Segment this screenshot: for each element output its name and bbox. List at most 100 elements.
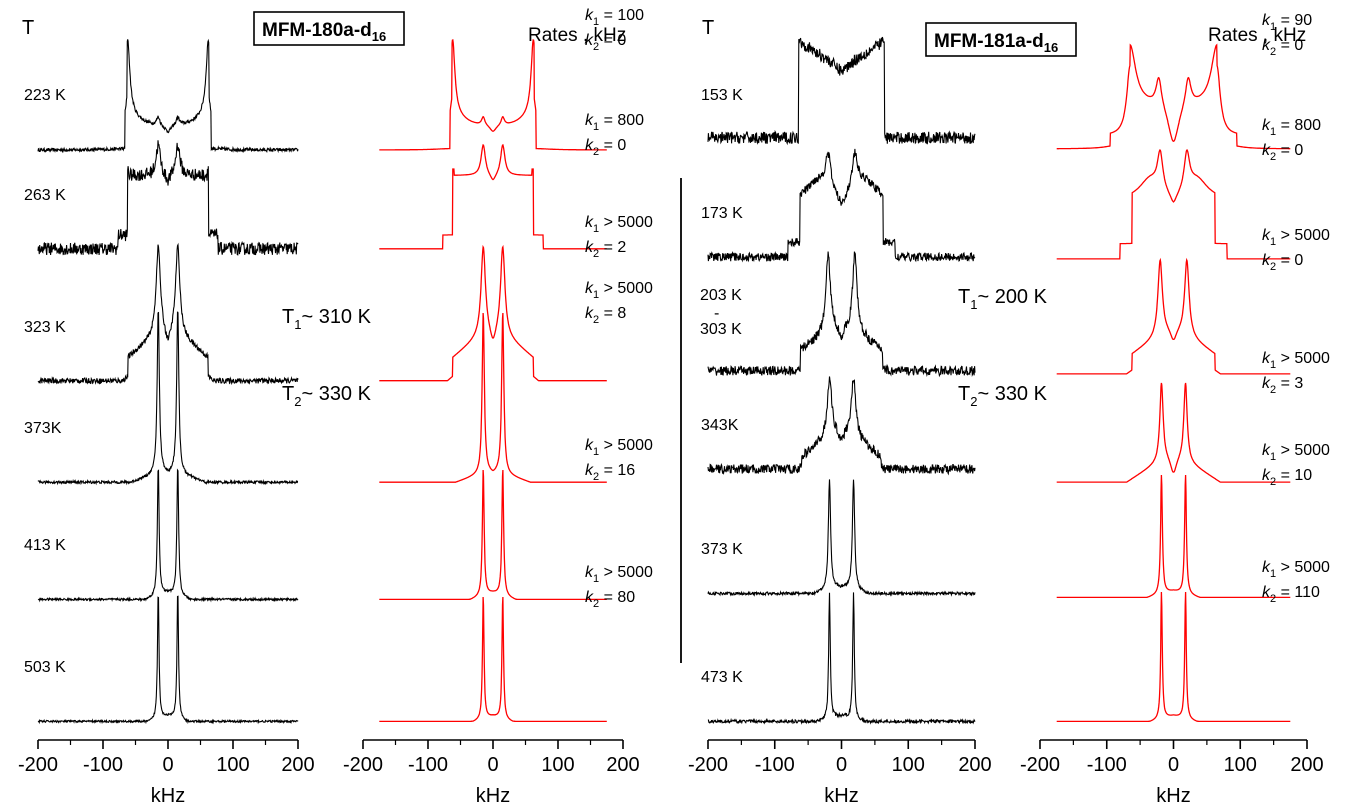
rate-k2-0: k2 = 0 bbox=[585, 32, 626, 53]
range-to: 303 K bbox=[700, 321, 742, 338]
spectrum-2 bbox=[379, 244, 607, 382]
temperature-label-1: 263 K bbox=[24, 187, 66, 204]
temperature-label-3: 343K bbox=[701, 417, 739, 434]
x-tick-label: -100 bbox=[408, 754, 448, 776]
x-tick-label: 100 bbox=[1224, 754, 1257, 776]
panel-mfm-180a-simulated: k1 = 100 k2 = 0 k1 = 800 k2 = 0 k1 > 5000 k2 … bbox=[343, 7, 653, 807]
temperature-label-3: 373K bbox=[24, 420, 62, 437]
panel-mfm-181a-experimental: 153 K 173 K 343K 373 K 473 K -200 -100 0 100 200 k… bbox=[688, 36, 992, 807]
spectrum-3 bbox=[707, 376, 976, 476]
temperature-label-2: 323 K bbox=[24, 319, 66, 336]
x-tick-label: -200 bbox=[18, 754, 58, 776]
x-tick-label: -100 bbox=[755, 754, 795, 776]
sample-label-mfm-180a: MFM-180a-d16 bbox=[253, 11, 405, 46]
rate-k1-0: k1 = 100 bbox=[585, 7, 644, 28]
x-tick-label: -200 bbox=[688, 754, 728, 776]
temperature-header-right: T bbox=[702, 17, 714, 39]
x-axis-label: kHz bbox=[151, 785, 185, 807]
x-axis-label: kHz bbox=[824, 785, 858, 807]
spectrum-1 bbox=[379, 143, 607, 250]
rate-k1-0: k1 = 90 bbox=[1262, 12, 1312, 33]
spectrum-1 bbox=[707, 148, 976, 263]
x-tick-label: 0 bbox=[487, 754, 498, 776]
temperature-label-0: 223 K bbox=[24, 87, 66, 104]
rate-k1-2: k1 > 5000 bbox=[585, 214, 653, 235]
sample-label-mfm-181a: MFM-181a-d16 bbox=[925, 22, 1077, 57]
x-axis-label: kHz bbox=[476, 785, 510, 807]
x-tick-label: 200 bbox=[281, 754, 314, 776]
rates-header-right: Rates , kHz bbox=[1208, 25, 1306, 46]
x-axis-label: kHz bbox=[1156, 785, 1190, 807]
spectrum-2 bbox=[37, 242, 299, 386]
spectrum-0 bbox=[1056, 43, 1291, 150]
range-dash: - bbox=[714, 305, 719, 322]
x-tick-label: 100 bbox=[541, 754, 574, 776]
temperature-label-5: 473 K bbox=[701, 669, 743, 686]
rate-k2-4: k2 = 10 bbox=[1262, 467, 1312, 488]
rate-k2-3: k2 = 3 bbox=[1262, 375, 1303, 396]
spectrum-2 bbox=[707, 251, 976, 378]
x-tick-label: 100 bbox=[892, 754, 925, 776]
temperature-label-5: 503 K bbox=[24, 659, 66, 676]
x-tick-label: -100 bbox=[83, 754, 123, 776]
transition-label-1: T2~ 330 K bbox=[958, 383, 1048, 409]
rate-k2-5: k2 = 110 bbox=[1262, 584, 1320, 605]
transition-label-0: T1~ 200 K bbox=[958, 286, 1048, 312]
rate-k2-1: k2 = 0 bbox=[585, 137, 626, 158]
transition-label-0: T1~ 310 K bbox=[282, 306, 372, 332]
rate-k1-5: k1 > 5000 bbox=[585, 564, 653, 585]
svg-text:MFM-181a-d16: MFM-181a-d16 bbox=[934, 31, 1058, 55]
spectrum-4 bbox=[379, 469, 607, 601]
panel-mfm-181a-simulated: k1 = 90 k2 = 0 k1 = 800 k2 = 0 k1 > 5000 k2 =… bbox=[1020, 12, 1330, 807]
spectrum-0 bbox=[707, 36, 976, 146]
spectrum-3 bbox=[1056, 382, 1291, 483]
rate-k2-2: k2 = 0 bbox=[1262, 252, 1303, 273]
temperature-header-left: T bbox=[22, 17, 34, 39]
temperature-label-4: 373 K bbox=[701, 541, 743, 558]
x-tick-label: 0 bbox=[1168, 754, 1179, 776]
spectrum-5 bbox=[37, 595, 299, 725]
rates-header-left: Rates , kHz bbox=[528, 25, 626, 46]
rate-k2-2: k2 = 2 bbox=[585, 239, 626, 260]
x-tick-label: -200 bbox=[343, 754, 383, 776]
spectrum-3 bbox=[37, 311, 299, 486]
rate-k2-3: k2 = 8 bbox=[585, 305, 626, 326]
x-tick-label: -200 bbox=[1020, 754, 1060, 776]
x-tick-label: 200 bbox=[958, 754, 991, 776]
spectrum-0 bbox=[379, 39, 607, 151]
x-tick-label: 100 bbox=[216, 754, 249, 776]
transition-label-1: T2~ 330 K bbox=[282, 383, 372, 409]
x-tick-label: 0 bbox=[162, 754, 173, 776]
rate-k1-4: k1 > 5000 bbox=[585, 437, 653, 458]
rate-k2-1: k2 = 0 bbox=[1262, 142, 1303, 163]
panel-mfm-180a-experimental: 223 K 263 K 323 K 373K 413 K 503 K -200 -100 0 10… bbox=[18, 38, 315, 807]
spectrum-1 bbox=[37, 140, 299, 256]
rate-k2-0: k2 = 0 bbox=[1262, 37, 1303, 58]
rate-k1-3: k1 > 5000 bbox=[585, 280, 653, 301]
rate-k1-2: k1 > 5000 bbox=[1262, 227, 1330, 248]
spectrum-2 bbox=[1056, 257, 1291, 375]
rate-k1-3: k1 > 5000 bbox=[1262, 350, 1330, 371]
x-tick-label: 200 bbox=[606, 754, 639, 776]
spectrum-5 bbox=[707, 592, 976, 725]
x-tick-label: 0 bbox=[836, 754, 847, 776]
temperature-label-4: 413 K bbox=[24, 537, 66, 554]
x-tick-label: 200 bbox=[1290, 754, 1323, 776]
temperature-label-0: 153 K bbox=[701, 87, 743, 104]
spectrum-1 bbox=[1056, 149, 1291, 260]
temperature-range-label: 203 K - 303 K bbox=[700, 287, 742, 338]
spectrum-4 bbox=[1056, 474, 1291, 599]
spectrum-3 bbox=[379, 312, 607, 483]
rate-k2-4: k2 = 16 bbox=[585, 462, 635, 483]
spectrum-5 bbox=[379, 596, 607, 723]
rate-k1-1: k1 = 800 bbox=[585, 112, 644, 133]
transition-temperatures-mfm-181a: T1~ 200 K T2~ 330 K bbox=[958, 286, 1048, 409]
rate-k2-5: k2 = 80 bbox=[585, 589, 635, 610]
temperature-label-1: 173 K bbox=[701, 205, 743, 222]
x-tick-label: -100 bbox=[1087, 754, 1127, 776]
spectrum-4 bbox=[707, 479, 976, 597]
svg-text:MFM-180a-d16: MFM-180a-d16 bbox=[262, 20, 386, 44]
spectrum-5 bbox=[1056, 591, 1291, 723]
rate-k1-1: k1 = 800 bbox=[1262, 117, 1321, 138]
